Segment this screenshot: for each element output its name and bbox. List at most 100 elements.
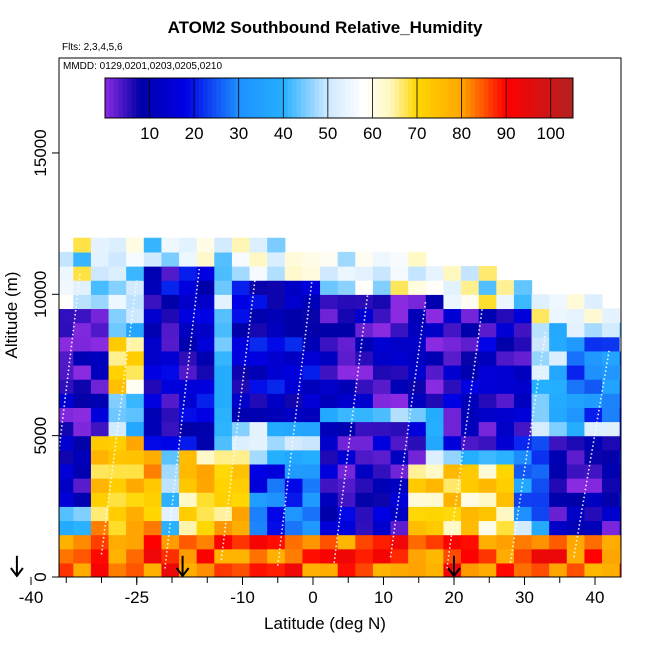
heatmap-cell [284,308,304,324]
heatmap-cell [461,534,480,550]
heatmap-cell [372,478,392,493]
colorbar-segment [185,78,191,118]
heatmap-cell [478,407,497,423]
flight-track [637,373,650,565]
heatmap-cell [73,478,92,493]
heatmap-cell [3,492,21,507]
heatmap-cell [0,365,3,380]
heatmap-cell [196,379,215,394]
heatmap-cell [408,534,427,550]
heatmap-cell [196,435,215,451]
heatmap-cell [372,548,392,564]
heatmap-cell [196,393,215,408]
heatmap-cell [0,266,3,281]
heatmap-cell [337,520,356,536]
heatmap-cell [126,294,145,310]
heatmap-cell [372,492,392,507]
heatmap-cell [302,534,321,550]
heatmap-cell [584,407,603,423]
heatmap-cell [372,336,392,352]
heatmap-cell [20,520,38,535]
heatmap-cell [602,393,621,408]
heatmap-cell [584,562,603,577]
heatmap-cell [549,379,568,394]
heatmap-cell [126,506,145,522]
heatmap-cell [0,563,3,578]
colorbar-segment [318,78,324,118]
heatmap-cell [249,421,268,437]
heatmap-cell [496,308,515,324]
colorbar-segment [158,78,164,118]
heatmap-cell [90,562,110,577]
heatmap-cell [126,534,145,550]
flight-track [220,265,258,561]
heatmap-cell [496,534,515,550]
heatmap-cell [214,492,233,507]
heatmap-cell [126,266,145,281]
flight-track [276,271,314,566]
heatmap-cell [108,548,127,564]
heatmap-cell [179,350,198,366]
heatmap-cell [320,548,339,564]
heatmap-cell [390,266,409,281]
colorbar-segment [211,78,217,118]
colorbar-segment [483,78,489,118]
heatmap-cell [320,350,339,366]
heatmap-cell [143,266,163,281]
heatmap-cell [161,478,180,493]
heatmap-cell [337,294,356,310]
heatmap-cell [602,506,621,522]
colorbar: 10 20 30 40 50 60 70 80 90 100 [104,77,574,143]
heatmap-cell [59,449,74,465]
heatmap-cell [59,534,74,550]
x-axis-label: Latitude (deg N) [264,614,386,633]
heatmap-cell [443,506,462,522]
heatmap-cell [0,464,3,479]
heatmap-cell [249,534,268,550]
heatmap-cell [231,449,251,465]
heatmap-cell [584,294,603,310]
heatmap-cell [513,463,533,479]
heatmap-cell [513,534,533,550]
colorbar-segment [448,78,454,118]
colorbar-segment [171,78,177,118]
heatmap-cell [549,534,568,550]
heatmap-cell [161,562,180,577]
heatmap-cell [584,435,603,451]
colorbar-segment [443,78,449,118]
heatmap-cell [478,294,497,310]
heatmap-cell [443,463,462,479]
heatmap-cell [196,506,215,522]
heatmap-cell [196,336,215,352]
heatmap-cell [143,520,163,536]
heatmap-cell [531,562,550,577]
heatmap-cell [0,492,3,507]
heatmap-cell [566,308,586,324]
heatmap-cell [59,322,74,338]
heatmap-cell [513,294,533,310]
heatmap-cell [390,350,409,366]
heatmap-cell [390,322,409,338]
heatmap-cell [619,379,621,394]
chart-title: ATOM2 Southbound Relative_Humidity [167,18,483,37]
heatmap-cell [59,478,74,493]
heatmap-cell [108,393,127,408]
heatmap-cell [108,562,127,577]
heatmap-cell [531,407,550,423]
heatmap-cell [73,294,92,310]
heatmap-cell [425,548,445,564]
heatmap-cell [566,435,586,451]
heatmap-cell [408,322,427,338]
colorbar-segment [381,78,387,118]
colorbar-segment [430,78,436,118]
heatmap-cell [108,336,127,352]
colorbar-segment [310,78,315,118]
heatmap-cell [602,548,621,564]
colorbar-segment [479,78,485,118]
dates-note: MMDD: 0129,0201,0203,0205,0210 [63,61,223,72]
heatmap-cell [73,322,92,338]
heatmap-cell [126,350,145,366]
heatmap-cell [584,534,603,550]
heatmap-cell [59,336,74,352]
arrows [10,555,461,578]
